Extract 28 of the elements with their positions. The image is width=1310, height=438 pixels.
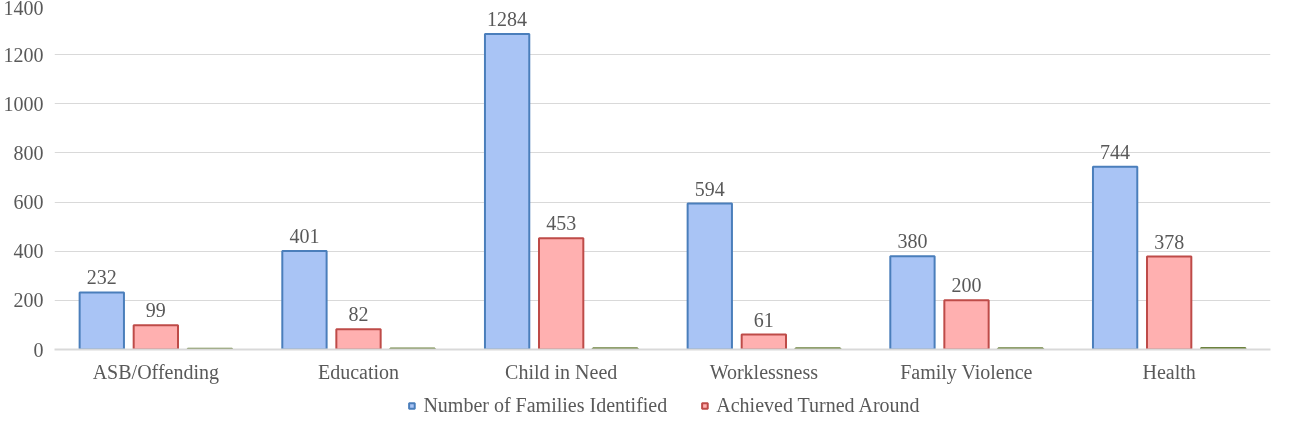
y-tick-label: 800	[13, 141, 44, 164]
y-tick-label: 1400	[3, 0, 44, 19]
data-label: 82	[348, 303, 369, 326]
data-label: 61	[753, 308, 774, 331]
y-tick-label: 600	[13, 191, 44, 214]
data-label: 744	[1100, 140, 1131, 163]
data-label: 380	[897, 230, 928, 253]
x-tick-label: Family Violence	[900, 360, 1033, 384]
x-tick-label: Child in Need	[505, 360, 618, 383]
legend-label: Achieved Turned Around	[716, 393, 920, 417]
x-tick-label: Health	[1142, 360, 1196, 383]
data-label: 594	[694, 177, 725, 200]
data-label: 378	[1154, 230, 1185, 253]
data-label: 1284	[487, 8, 528, 30]
data-label: 232	[86, 266, 117, 289]
legend-label: Number of Families Identified	[423, 393, 668, 417]
data-label: 453	[546, 212, 577, 235]
y-tick-label: 1000	[3, 92, 44, 115]
data-label: 99	[145, 299, 166, 322]
data-label: 401	[289, 224, 320, 247]
x-tick-label: Education	[317, 360, 400, 383]
x-tick-label: Worklessness	[709, 360, 819, 383]
x-tick-label: ASB/Offending	[92, 360, 219, 384]
y-tick-label: 0	[33, 338, 44, 361]
data-label: 200	[951, 274, 982, 297]
y-tick-label: 400	[13, 240, 44, 263]
y-tick-label: 1200	[3, 43, 44, 66]
y-tick-label: 200	[13, 289, 44, 312]
